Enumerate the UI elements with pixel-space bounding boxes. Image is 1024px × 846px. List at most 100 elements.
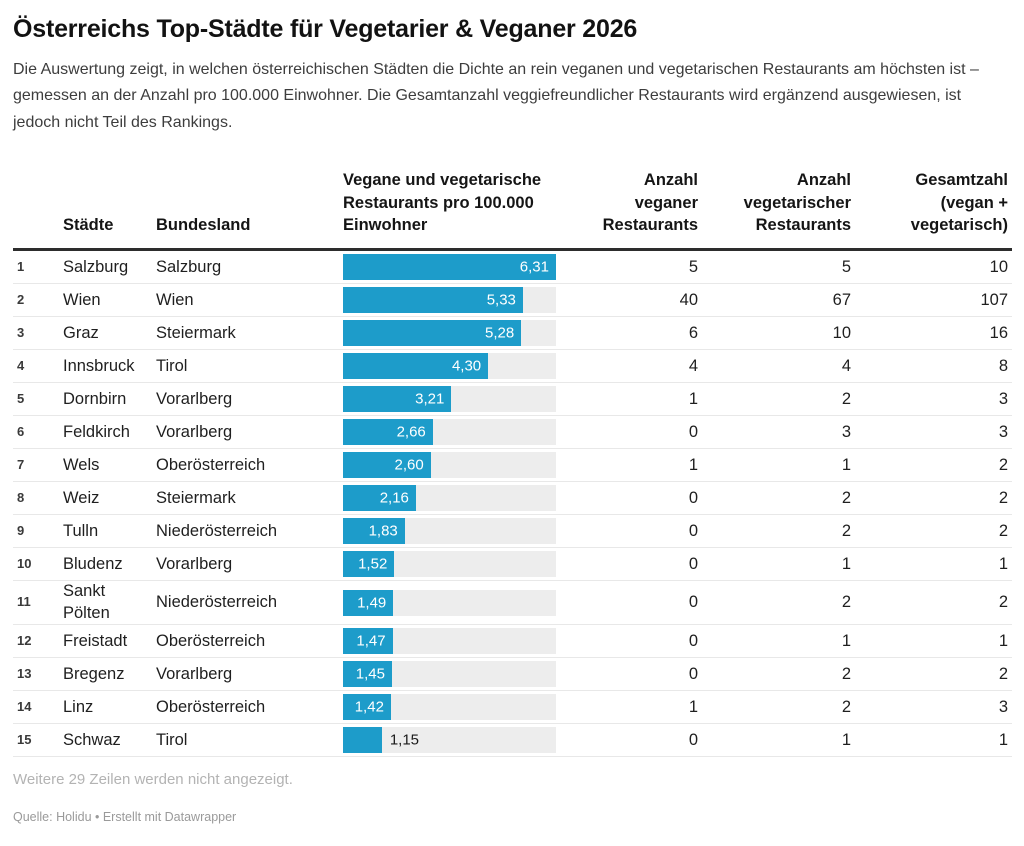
city-cell: Tulln: [63, 521, 99, 540]
bar-value-label: 6,31: [519, 258, 549, 276]
state-cell: Vorarlberg: [156, 664, 233, 683]
bar-value-label: 1,49: [357, 594, 387, 612]
city-cell: Feldkirch: [63, 422, 130, 441]
table-row: 11 Sankt Pölten Niederösterreich 1,49 0 …: [13, 581, 1012, 626]
truncation-note: Weitere 29 Zeilen werden nicht angezeigt…: [13, 771, 293, 789]
bar-track: 1,83: [343, 518, 556, 545]
bar-cell: 1,83: [343, 515, 556, 547]
bar-cell: 1,45: [343, 658, 556, 690]
bar-value-label: 5,33: [486, 291, 516, 309]
rank-cell: 2: [17, 292, 25, 308]
chart-description: Die Auswertung zeigt, in welchen österre…: [13, 61, 979, 131]
state-cell: Oberösterreich: [156, 697, 266, 716]
vegan-count-cell: 0: [688, 730, 698, 749]
bar-track: 3,21: [343, 386, 556, 413]
bar-value-label: 2,60: [394, 456, 424, 474]
city-cell: Bregenz: [63, 664, 125, 683]
state-cell: Vorarlberg: [156, 389, 233, 408]
state-cell: Tirol: [156, 356, 188, 375]
total-count-cell: 2: [998, 593, 1008, 612]
rank-cell: 8: [17, 490, 25, 506]
bar-fill: [343, 551, 395, 578]
bar-fill: [343, 419, 433, 446]
table-row: 15 Schwaz Tirol 1,15 0 1 1: [13, 724, 1012, 758]
bar-fill: [343, 452, 431, 479]
bar-cell: 1,52: [343, 548, 556, 580]
page-title: Österreichs Top-Städte für Vegetarier & …: [13, 15, 638, 43]
bar-track: 2,60: [343, 452, 556, 479]
vegetarian-count-cell: 2: [841, 389, 851, 408]
bar-cell: 1,49: [343, 587, 556, 619]
bar-fill: [343, 589, 394, 616]
vegetarian-count-cell: 1: [841, 554, 851, 573]
state-cell: Niederösterreich: [156, 593, 278, 612]
rank-cell: 7: [17, 457, 25, 473]
city-cell: Wels: [63, 455, 100, 474]
bar-cell: 1,15: [343, 724, 556, 756]
city-cell: Innsbruck: [63, 356, 135, 375]
rank-cell: 13: [17, 665, 32, 681]
city-cell: Salzburg: [63, 257, 129, 276]
vegetarian-count-cell: 67: [832, 290, 851, 309]
rank-cell: 1: [17, 259, 25, 275]
vegan-count-cell: 1: [688, 389, 698, 408]
bar-fill: [343, 485, 416, 512]
bar-track: 6,31: [343, 254, 556, 281]
bar-fill: [343, 727, 382, 754]
bar-track: 5,33: [343, 287, 556, 314]
rank-cell: 9: [17, 523, 25, 539]
vegan-count-cell: 0: [688, 631, 698, 650]
city-cell: Linz: [63, 697, 94, 716]
state-cell: Vorarlberg: [156, 554, 233, 573]
state-cell: Niederösterreich: [156, 521, 278, 540]
total-count-cell: 1: [998, 554, 1008, 573]
bar-cell: 6,31: [343, 251, 556, 283]
table-row: 12 Freistadt Oberösterreich 1,47 0 1 1: [13, 625, 1012, 659]
bar-cell: 2,16: [343, 482, 556, 514]
state-cell: Steiermark: [156, 488, 236, 507]
total-count-cell: 16: [989, 323, 1008, 342]
vegetarian-count-cell: 2: [841, 664, 851, 683]
table-row: 9 Tulln Niederösterreich 1,83 0 2 2: [13, 515, 1012, 549]
bar-value-label: 1,83: [368, 522, 398, 540]
total-count-cell: 8: [998, 356, 1008, 375]
vegetarian-count-cell: 1: [841, 730, 851, 749]
bar-value-label: 5,28: [485, 324, 515, 342]
source-attribution: Quelle: Holidu • Erstellt mit Datawrappe…: [13, 810, 237, 825]
rank-cell: 10: [17, 556, 32, 572]
vegan-count-cell: 6: [688, 323, 698, 342]
city-cell: Freistadt: [63, 631, 128, 650]
table-row: 1 Salzburg Salzburg 6,31 5 5 10: [13, 251, 1012, 285]
table-body: 1 Salzburg Salzburg 6,31 5 5 10 2 Wien W…: [13, 251, 1012, 758]
state-cell: Salzburg: [156, 257, 222, 276]
rank-cell: 12: [17, 632, 32, 648]
bar-cell: 2,66: [343, 416, 556, 448]
bar-value-label: 1,15: [389, 731, 420, 749]
vegan-count-cell: 0: [688, 521, 698, 540]
bar-track: 1,52: [343, 551, 556, 578]
vegan-count-cell: 0: [688, 554, 698, 573]
rank-cell: 15: [17, 731, 32, 747]
table-row: 6 Feldkirch Vorarlberg 2,66 0 3 3: [13, 416, 1012, 450]
bar-track: 1,47: [343, 628, 556, 655]
bar-cell: 1,42: [343, 691, 556, 723]
rank-cell: 11: [17, 594, 31, 610]
table-row: 7 Wels Oberösterreich 2,60 1 1 2: [13, 449, 1012, 483]
rank-cell: 6: [17, 424, 25, 440]
table-row: 2 Wien Wien 5,33 40 67 107: [13, 284, 1012, 318]
city-cell: Graz: [63, 323, 99, 342]
bar-value-label: 1,45: [355, 665, 385, 683]
bar-cell: 5,33: [343, 284, 556, 316]
bar-track: 1,15: [343, 727, 556, 754]
bar-track: 1,49: [343, 589, 556, 616]
bar-fill: [343, 386, 452, 413]
total-count-cell: 3: [998, 422, 1008, 441]
vegetarian-count-cell: 10: [832, 323, 851, 342]
city-cell: Schwaz: [63, 730, 121, 749]
city-cell: Weiz: [63, 488, 100, 507]
rank-cell: 14: [17, 698, 32, 714]
total-count-cell: 1: [998, 631, 1008, 650]
bar-track: 2,66: [343, 419, 556, 446]
bar-fill: [343, 353, 489, 380]
bar-fill: [343, 694, 391, 721]
